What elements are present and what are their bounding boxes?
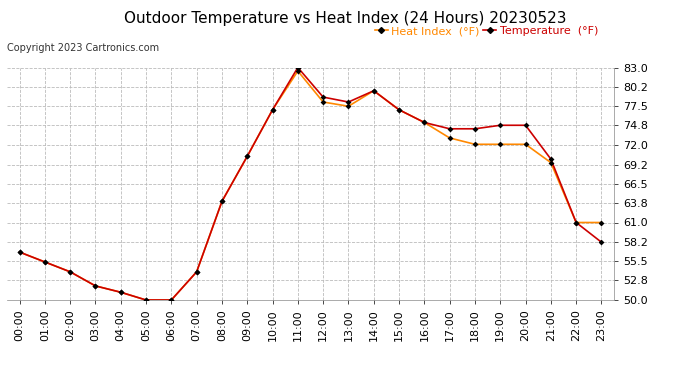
- Point: [368, 88, 380, 94]
- Point: [545, 160, 556, 166]
- Point: [495, 141, 506, 147]
- Point: [393, 107, 404, 113]
- Point: [217, 198, 228, 204]
- Point: [39, 259, 50, 265]
- Point: [596, 219, 607, 225]
- Point: [596, 239, 607, 245]
- Point: [141, 297, 152, 303]
- Point: [90, 283, 101, 289]
- Point: [571, 219, 582, 225]
- Point: [444, 135, 455, 141]
- Point: [419, 120, 430, 126]
- Point: [267, 107, 278, 113]
- Point: [545, 156, 556, 162]
- Point: [343, 99, 354, 105]
- Point: [14, 249, 25, 255]
- Point: [393, 107, 404, 113]
- Point: [444, 126, 455, 132]
- Point: [267, 107, 278, 113]
- Point: [65, 269, 76, 275]
- Point: [469, 141, 480, 147]
- Point: [571, 219, 582, 225]
- Point: [293, 64, 304, 70]
- Point: [141, 297, 152, 303]
- Text: Outdoor Temperature vs Heat Index (24 Hours) 20230523: Outdoor Temperature vs Heat Index (24 Ho…: [124, 11, 566, 26]
- Point: [166, 297, 177, 303]
- Point: [241, 153, 253, 159]
- Legend: Heat Index  (°F), Temperature  (°F): Heat Index (°F), Temperature (°F): [370, 22, 602, 41]
- Point: [191, 269, 202, 275]
- Point: [191, 269, 202, 275]
- Point: [368, 88, 380, 94]
- Point: [90, 283, 101, 289]
- Point: [241, 153, 253, 159]
- Point: [14, 249, 25, 255]
- Point: [115, 289, 126, 295]
- Point: [469, 126, 480, 132]
- Point: [317, 99, 328, 105]
- Point: [65, 269, 76, 275]
- Point: [217, 198, 228, 204]
- Point: [520, 141, 531, 147]
- Point: [39, 259, 50, 265]
- Text: Copyright 2023 Cartronics.com: Copyright 2023 Cartronics.com: [7, 43, 159, 53]
- Point: [115, 289, 126, 295]
- Point: [343, 103, 354, 109]
- Point: [495, 122, 506, 128]
- Point: [166, 297, 177, 303]
- Point: [419, 120, 430, 126]
- Point: [520, 122, 531, 128]
- Point: [293, 68, 304, 74]
- Point: [317, 94, 328, 100]
